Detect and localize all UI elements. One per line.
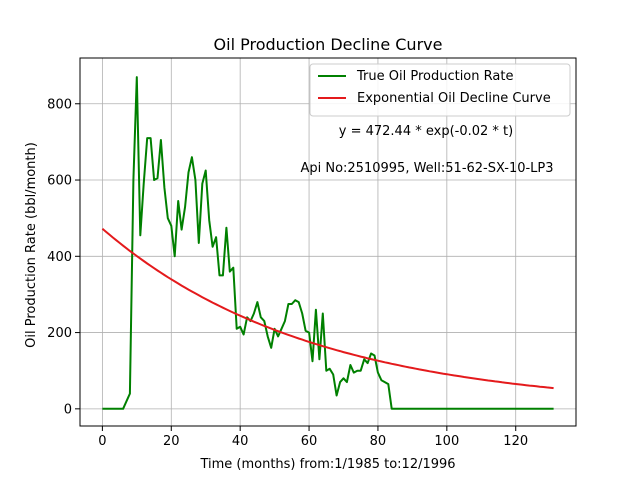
y-tick-label: 600 bbox=[47, 174, 72, 189]
x-tick-label: 100 bbox=[434, 434, 459, 449]
series-layer bbox=[101, 76, 554, 410]
x-tick-label: 80 bbox=[370, 434, 387, 449]
y-tick-label: 0 bbox=[64, 402, 72, 417]
series-line-exponential-decline bbox=[101, 227, 554, 390]
y-tick-label: 800 bbox=[47, 97, 72, 112]
y-tick-label: 200 bbox=[47, 326, 72, 341]
x-tick-label: 0 bbox=[98, 434, 106, 449]
chart-title: Oil Production Decline Curve bbox=[214, 35, 443, 54]
legend-label-exp: Exponential Oil Decline Curve bbox=[357, 91, 551, 106]
x-tick-label: 60 bbox=[301, 434, 318, 449]
grid-layer bbox=[80, 58, 576, 426]
y-axis-title: Oil Production Rate (bbl/month) bbox=[24, 142, 39, 348]
x-tick-label: 120 bbox=[503, 434, 528, 449]
x-axis-title: Time (months) from:1/1985 to:12/1996 bbox=[199, 457, 455, 472]
y-tick-label: 400 bbox=[47, 250, 72, 265]
x-tick-label: 40 bbox=[232, 434, 249, 449]
equation-annotation: y = 472.44 * exp(-0.02 * t) bbox=[339, 124, 513, 139]
x-tick-label: 20 bbox=[163, 434, 180, 449]
series-line-true-production bbox=[102, 76, 554, 410]
well-annotation: Api No:2510995, Well:51-62-SX-10-LP3 bbox=[300, 161, 553, 176]
axes-layer: 0 20 40 60 80 100 120 0 200 400 600 800 bbox=[47, 57, 577, 449]
legend-label-true: True Oil Production Rate bbox=[356, 69, 513, 84]
legend-box bbox=[309, 63, 571, 117]
legend: True Oil Production Rate Exponential Oil… bbox=[309, 63, 571, 117]
plot-frame bbox=[79, 57, 577, 427]
